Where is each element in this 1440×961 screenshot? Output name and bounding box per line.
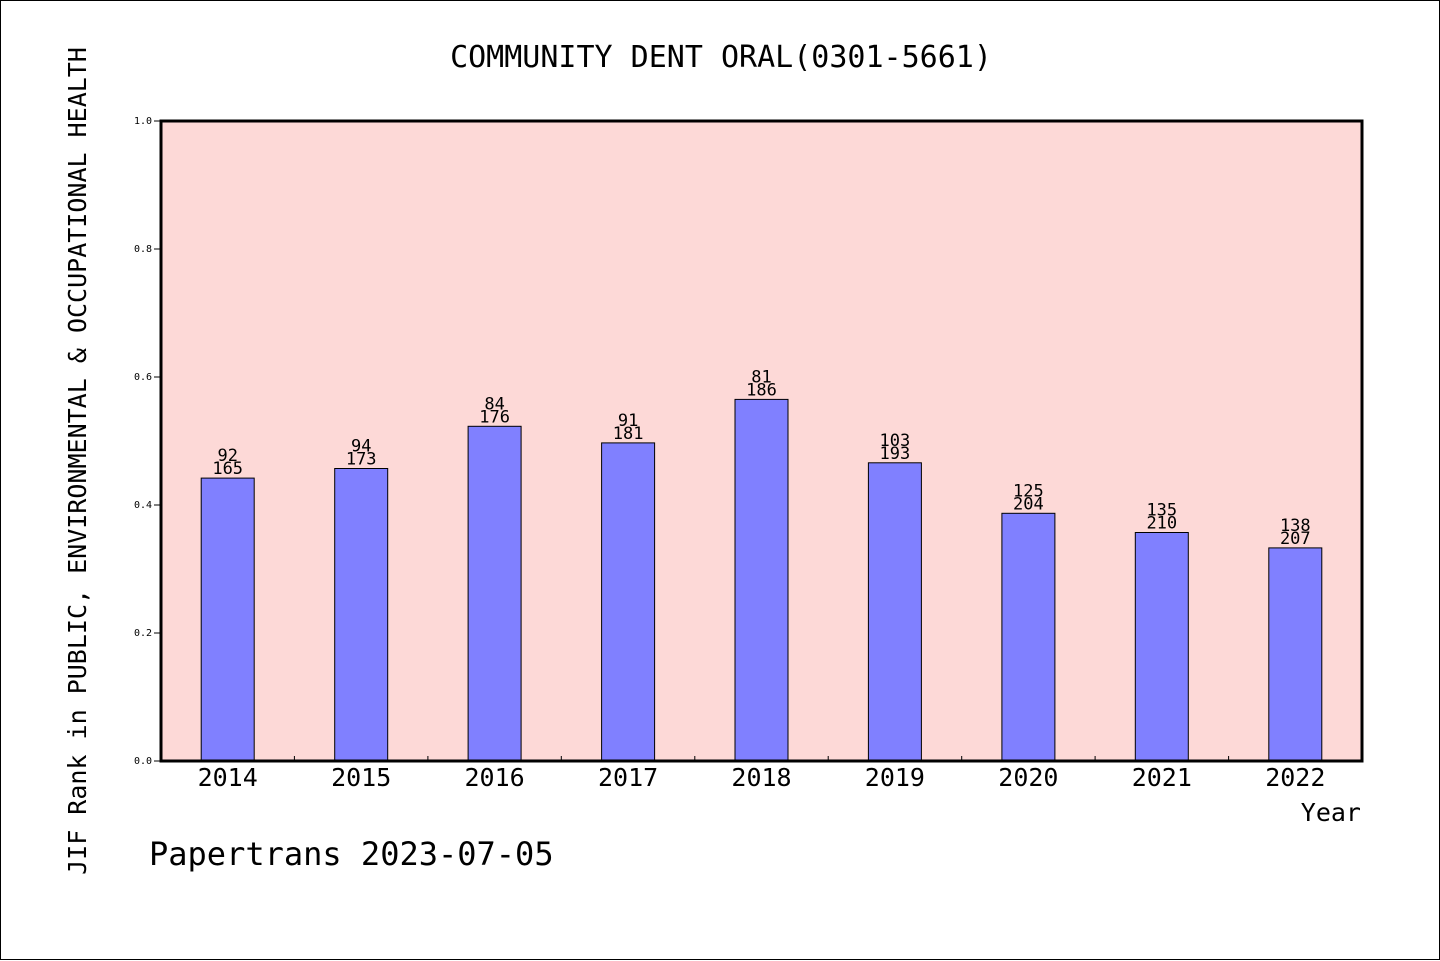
data-label-total-2020: 204 — [1013, 494, 1044, 514]
bar-2022 — [1268, 547, 1323, 762]
y-tick-label-0.0: 0.0 — [134, 756, 152, 767]
data-label-rank-2019: 103 — [880, 431, 911, 451]
data-label-rank-2014: 92 — [217, 446, 237, 466]
x-axis-label: Year — [1301, 798, 1361, 827]
bar-2017 — [601, 442, 656, 762]
data-label-rank-2017: 91 — [618, 411, 638, 431]
x-tick-label-2017: 2017 — [598, 763, 658, 792]
bar-2015 — [334, 468, 389, 762]
data-label-rank-2015: 94 — [351, 437, 371, 457]
x-tick-label-2020: 2020 — [998, 763, 1058, 792]
x-tick-label-2016: 2016 — [464, 763, 524, 792]
data-label-rank-2016: 84 — [484, 394, 504, 414]
data-label-total-2014: 165 — [212, 459, 243, 479]
x-tick-label-2021: 2021 — [1132, 763, 1192, 792]
data-label-rank-2018: 81 — [751, 367, 771, 387]
y-tick-label-1.0: 1.0 — [134, 116, 152, 127]
chart-title: COMMUNITY DENT ORAL(0301-5661) — [450, 40, 992, 75]
y-tick-label-0.8: 0.8 — [134, 244, 152, 255]
x-tick-label-2022: 2022 — [1265, 763, 1325, 792]
data-label-total-2015: 173 — [346, 450, 377, 470]
bar-2018 — [734, 398, 789, 762]
y-tick-label-0.2: 0.2 — [134, 628, 152, 639]
data-label-total-2022: 207 — [1280, 529, 1311, 549]
bar-2021 — [1134, 532, 1189, 762]
data-label-total-2019: 193 — [880, 444, 911, 464]
bar-2014 — [200, 477, 255, 762]
y-axis-label: JIF Rank in PUBLIC, ENVIRONMENTAL & OCCU… — [63, 47, 92, 875]
x-tick-label-2015: 2015 — [331, 763, 391, 792]
y-ticks-group: 0.0 0.2 0.4 0.6 0.8 1.0 — [134, 116, 161, 767]
y-tick-label-0.6: 0.6 — [134, 372, 152, 383]
data-label-total-2016: 176 — [479, 407, 510, 427]
data-label-total-2021: 210 — [1146, 514, 1177, 534]
data-label-total-2018: 186 — [746, 380, 777, 400]
bar-2020 — [1001, 512, 1056, 762]
footer-text: Papertrans 2023-07-05 — [149, 835, 554, 873]
plot-border — [159, 119, 1364, 763]
data-label-rank-2022: 138 — [1280, 516, 1311, 536]
x-tick-label-2019: 2019 — [865, 763, 925, 792]
x-tick-label-2018: 2018 — [731, 763, 791, 792]
data-label-total-2017: 181 — [613, 424, 644, 444]
data-label-rank-2020: 125 — [1013, 481, 1044, 501]
x-tick-label-2014: 2014 — [198, 763, 258, 792]
bar-2016 — [467, 425, 522, 762]
data-label-rank-2021: 135 — [1146, 501, 1177, 521]
x-ticks-group: 2014 2015 2016 2017 2018 2019 2020 2021 2022 — [198, 756, 1325, 792]
bar-2019 — [867, 462, 922, 762]
y-tick-label-0.4: 0.4 — [134, 500, 152, 511]
